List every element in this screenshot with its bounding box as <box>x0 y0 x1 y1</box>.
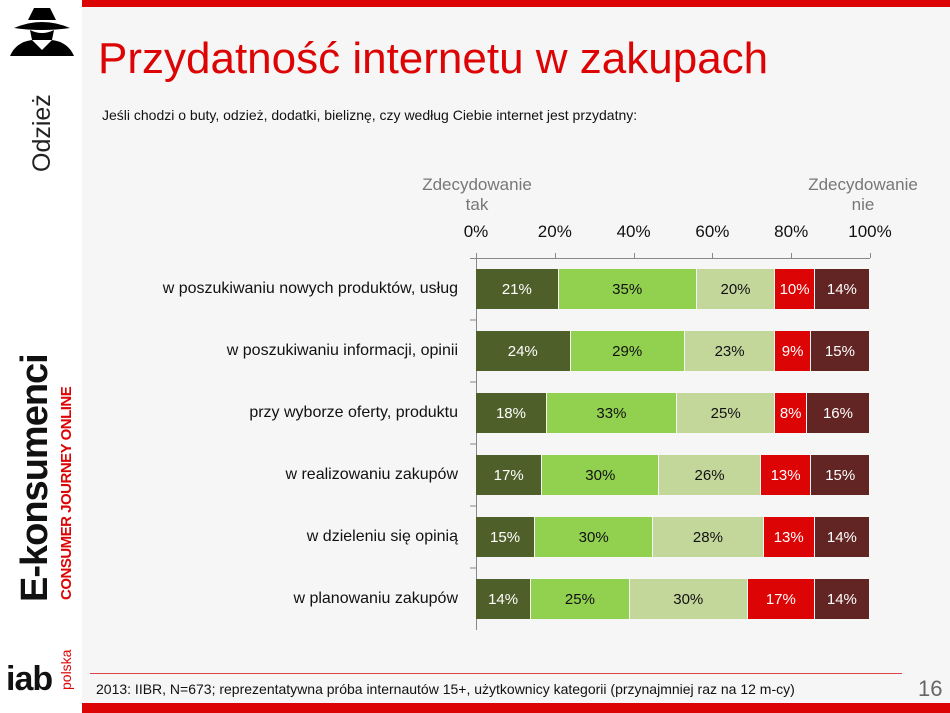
footnote: 2013: IIBR, N=673; reprezentatywna próba… <box>96 681 795 697</box>
right-end-label-line2: nie <box>851 195 875 214</box>
bar-segment: 30% <box>542 455 660 495</box>
left-end-label-line2: tak <box>465 195 489 214</box>
bar-segment: 28% <box>653 517 764 557</box>
bar-segment: 13% <box>763 517 815 557</box>
bar-segment: 18% <box>476 393 547 433</box>
spy-hat-icon <box>10 8 74 56</box>
sidebar: Odzież E-konsumenci CONSUMER JOURNEY ONL… <box>0 0 82 713</box>
bar-segment: 14% <box>814 269 870 309</box>
stacked-bar: 15% 30% 28% 13% 14% <box>476 517 870 557</box>
bar-segment: 25% <box>676 393 776 433</box>
bar-segment: 24% <box>476 331 571 371</box>
bar-segment: 15% <box>810 331 870 371</box>
bar-segment: 13% <box>760 455 812 495</box>
category-label: w poszukiwaniu nowych produktów, usług <box>162 280 458 297</box>
footer-divider <box>90 673 902 674</box>
bar-segment: 21% <box>476 269 559 309</box>
page-number: 16 <box>918 676 943 701</box>
x-tick-label: 60% <box>695 222 730 241</box>
stacked-bar: 18% 33% 25% 8% 16% <box>476 393 870 433</box>
bar-segment: 30% <box>629 579 748 619</box>
category-label: w dzieleniu się opinią <box>306 528 458 545</box>
bar-segment: 14% <box>814 517 870 557</box>
stacked-bar: 24% 29% 23% 9% 15% <box>476 331 870 371</box>
bar-segment: 15% <box>476 517 536 557</box>
bar-segment: 17% <box>747 579 815 619</box>
bar-segment: 17% <box>476 455 543 495</box>
bar-segment: 25% <box>531 579 630 619</box>
category-label: w poszukiwaniu informacji, opinii <box>226 342 458 359</box>
bar-segment: 14% <box>476 579 532 619</box>
bar-segment: 10% <box>775 269 815 309</box>
x-tick-label: 100% <box>848 222 892 241</box>
iab-logo: iab <box>6 660 53 698</box>
stacked-bar: 14% 25% 30% 17% 14% <box>476 579 870 619</box>
right-end-label: Zdecydowanie nie <box>798 175 928 215</box>
bar-segment: 15% <box>811 455 870 495</box>
bar-segment: 8% <box>775 393 807 433</box>
stacked-bar: 17% 30% 26% 13% 15% <box>476 455 870 495</box>
bar-segment: 16% <box>806 393 870 433</box>
left-end-label: Zdecydowanie tak <box>412 175 542 215</box>
category-label: w realizowaniu zakupów <box>285 466 458 483</box>
bar-segment: 14% <box>814 579 870 619</box>
x-tick-label: 20% <box>537 222 572 241</box>
bar-segment: 20% <box>696 269 776 309</box>
bar-segment: 29% <box>570 331 685 371</box>
x-tick-label: 0% <box>463 222 489 241</box>
bar-segment: 26% <box>659 455 761 495</box>
category-label: przy wyborze oferty, produktu <box>249 404 458 421</box>
category-label: w planowaniu zakupów <box>293 590 458 607</box>
right-end-label-line1: Zdecydowanie <box>808 175 918 194</box>
bar-segment: 9% <box>775 331 811 371</box>
x-tick-label: 40% <box>616 222 651 241</box>
x-tick-label: 80% <box>774 222 809 241</box>
question-text: Jeśli chodzi o buty, odzież, dodatki, bi… <box>102 107 638 123</box>
bar-segment: 23% <box>684 331 776 371</box>
stacked-bar: 21% 35% 20% 10% 14% <box>476 269 870 309</box>
top-accent-bar <box>82 0 950 7</box>
bar-segment: 30% <box>535 517 654 557</box>
page-title: Przydatność internetu w zakupach <box>98 34 769 83</box>
bar-segment: 33% <box>546 393 677 433</box>
bar-segment: 35% <box>558 269 697 309</box>
bottom-accent-bar <box>82 703 950 713</box>
left-end-label-line1: Zdecydowanie <box>422 175 532 194</box>
